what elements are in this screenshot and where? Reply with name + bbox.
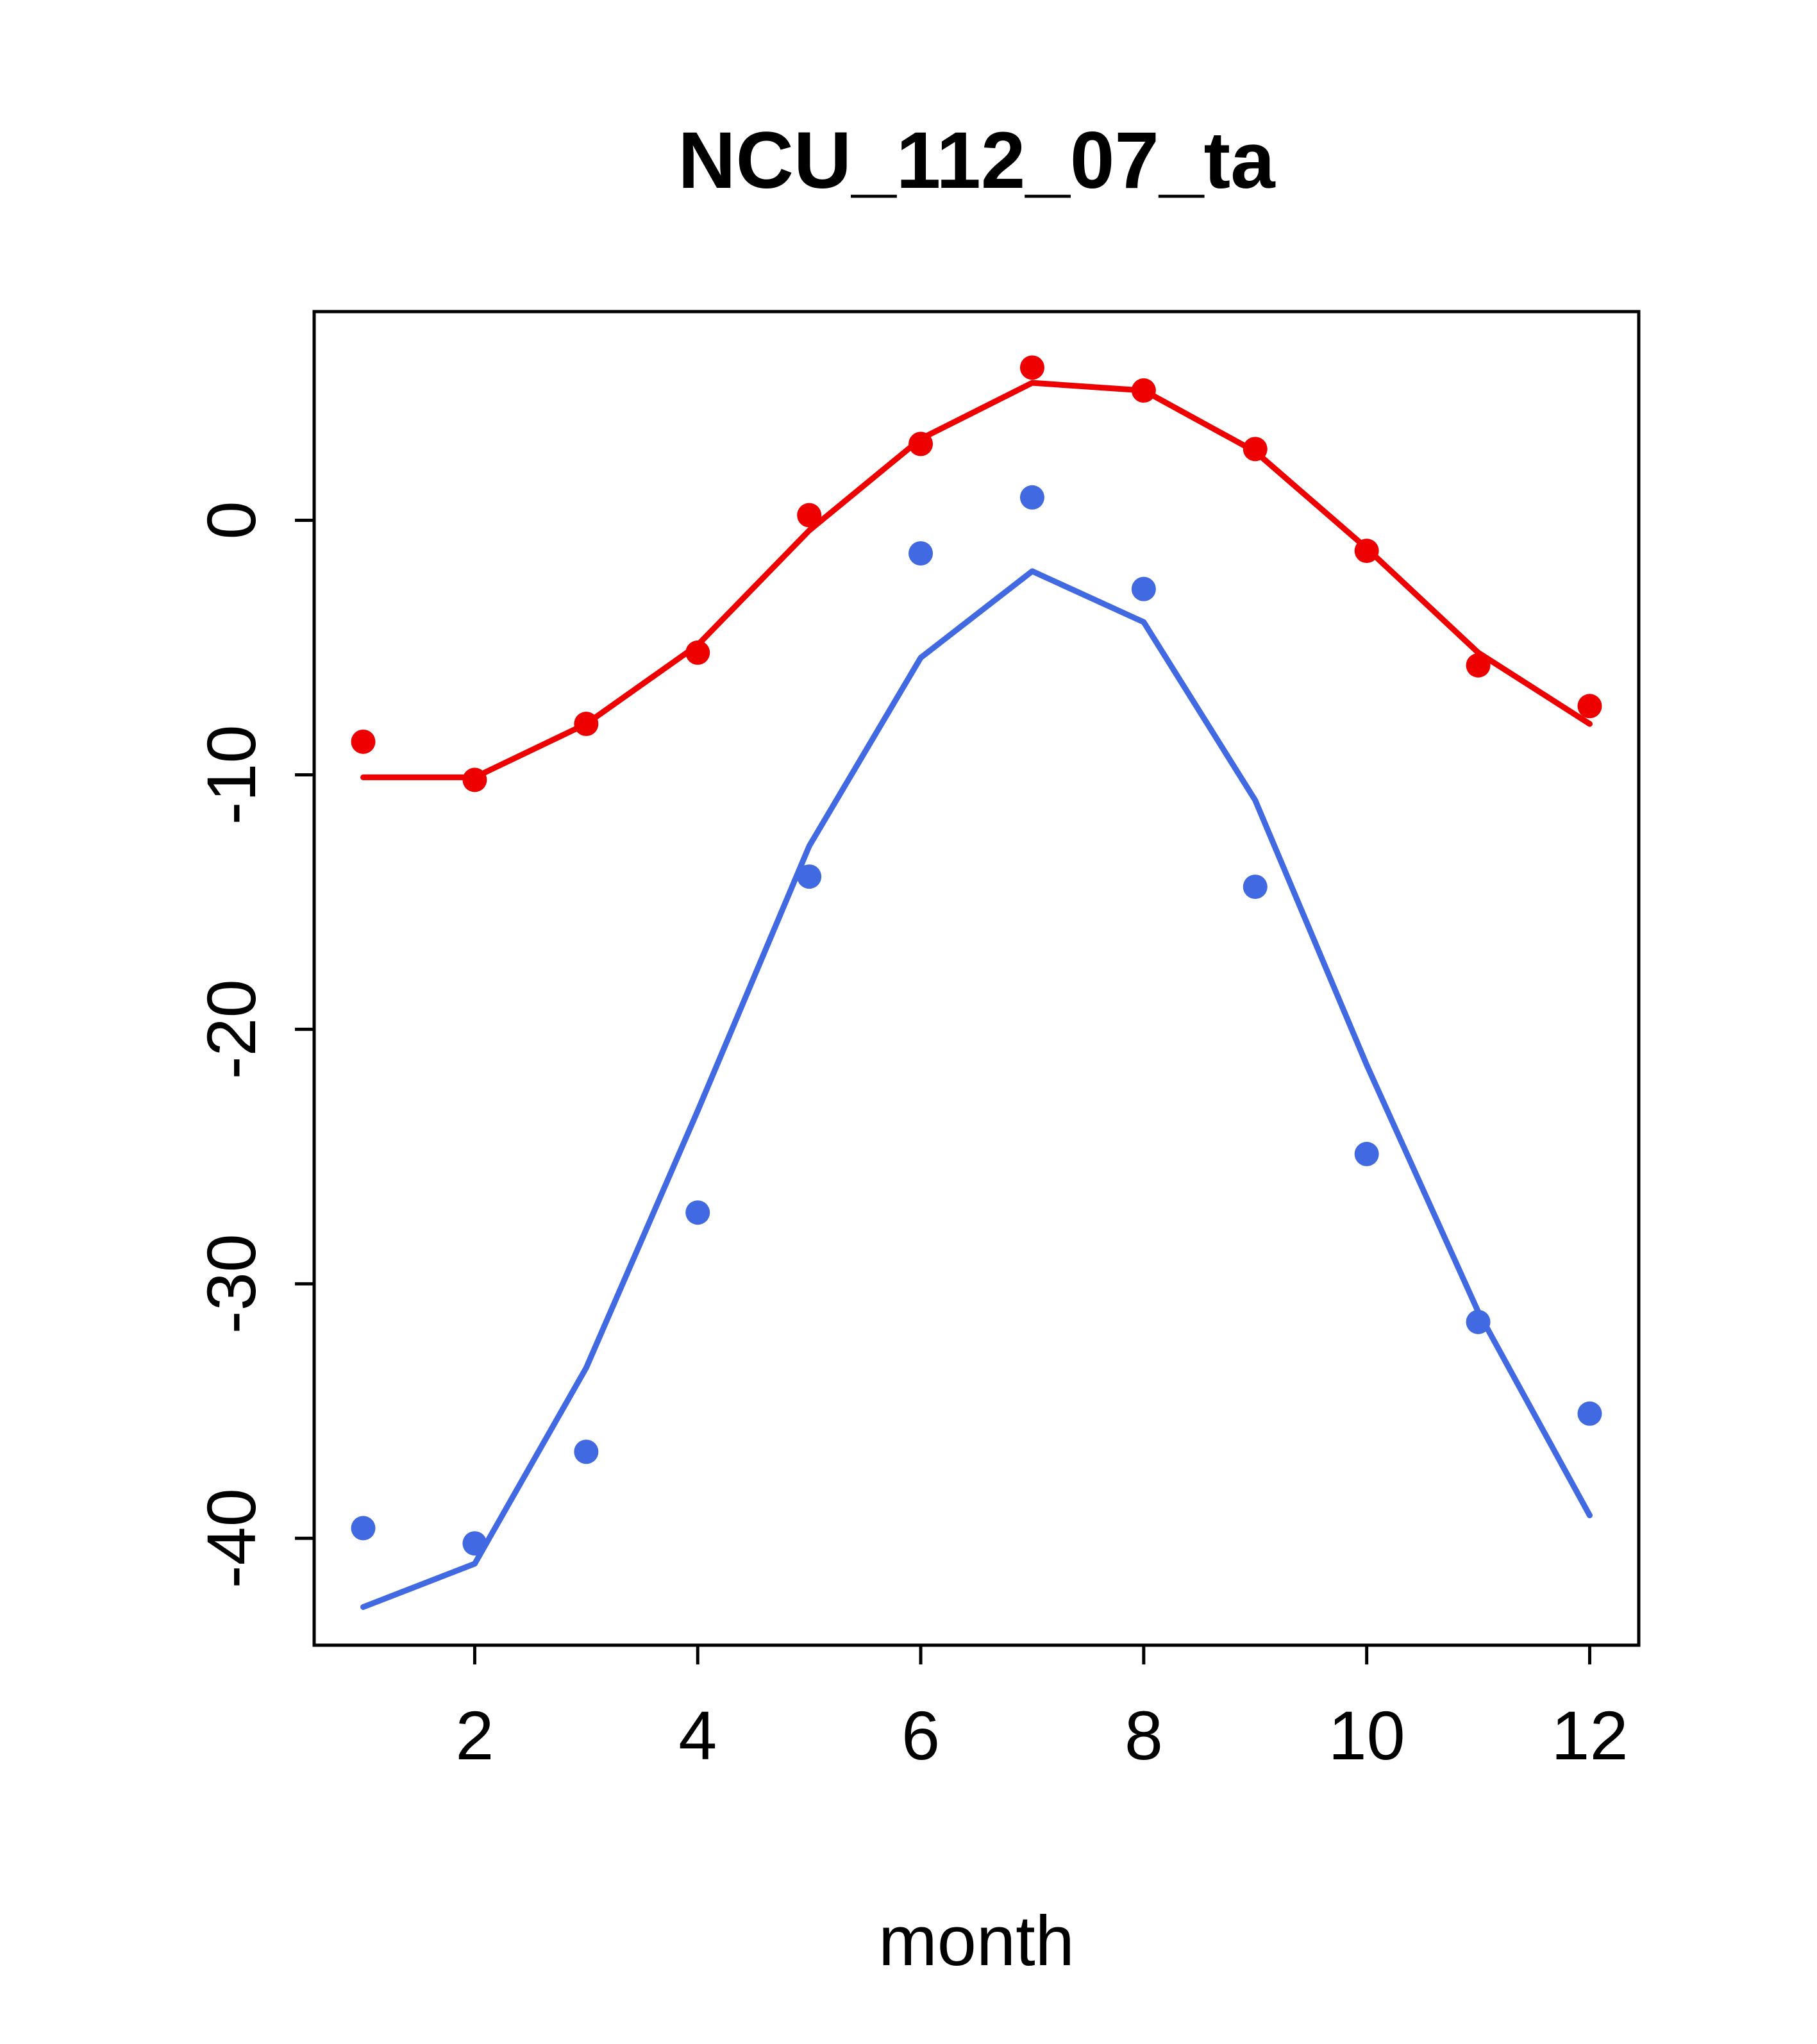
data-point-red-points [1354,539,1379,564]
data-point-red-points [685,640,710,665]
data-point-red-points [351,729,376,754]
data-point-blue-points [462,1531,487,1556]
series-line-blue-line [360,568,1593,1610]
y-tick-label: 0 [192,501,270,539]
chart-title: NCU_112_07_ta [678,116,1276,205]
data-point-blue-points [1019,485,1044,510]
data-point-blue-points [1466,1309,1491,1334]
y-tick-label: -20 [192,979,270,1079]
x-tick-label: 12 [1551,1696,1628,1774]
data-point-blue-points [574,1439,599,1464]
data-point-blue-points [908,541,934,566]
plot-area: 2 4 6 8 10 12 0 -10 -20 -30 -40 [192,355,1629,1774]
y-tick-label: -30 [192,1234,270,1334]
data-point-red-points [908,431,934,457]
data-point-red-points [1466,653,1491,678]
x-tick-label: 2 [455,1696,494,1774]
x-tick-label: 4 [678,1696,717,1774]
data-point-red-points [462,767,487,792]
data-point-blue-points [685,1200,710,1225]
data-point-red-points [1019,355,1044,380]
data-point-blue-points [797,864,822,889]
data-point-blue-points [1131,576,1156,601]
data-point-blue-points [1243,875,1268,900]
x-tick-label: 6 [901,1696,940,1774]
x-axis-title: month [878,1902,1075,1981]
y-tick-label: -40 [192,1488,270,1588]
data-point-red-points [574,712,599,737]
data-point-red-points [1243,437,1268,462]
data-point-blue-points [351,1516,376,1541]
series-line-red-line [360,380,1593,780]
data-point-red-points [1577,694,1602,719]
x-tick-label: 8 [1125,1696,1163,1774]
data-point-red-points [1131,378,1156,403]
data-point-blue-points [1354,1141,1379,1166]
data-point-red-points [797,503,822,528]
y-tick-label: -10 [192,725,270,825]
data-point-blue-points [1577,1401,1602,1426]
x-tick-label: 10 [1328,1696,1405,1774]
plot-box [312,310,1641,1647]
